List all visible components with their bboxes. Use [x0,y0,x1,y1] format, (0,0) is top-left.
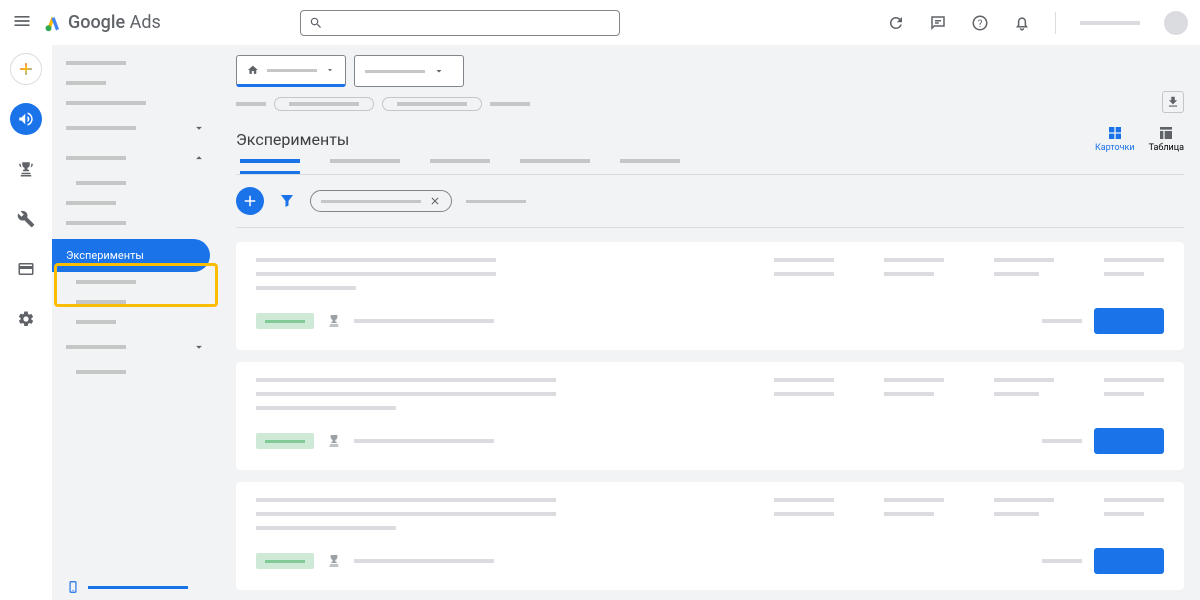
separator [1055,12,1056,34]
tab[interactable] [240,159,300,174]
logo[interactable]: Google Ads [44,12,161,33]
page-title: Эксперименты [236,130,349,149]
trophy-icon [326,433,342,449]
ads-logo-icon [44,14,62,32]
view-label: Таблица [1149,143,1184,153]
experiment-card[interactable] [236,242,1184,350]
sidebar-item-expandable[interactable] [52,143,220,173]
trophy-icon [326,553,342,569]
header-actions: ? [887,11,1188,35]
chat-icon[interactable] [929,14,947,32]
filter-icon[interactable] [278,192,296,210]
sidebar-subitem[interactable] [52,362,220,382]
sidebar-item[interactable] [52,93,220,113]
action-button[interactable] [1094,428,1164,454]
sidebar-item[interactable] [52,53,220,73]
status-badge [256,313,314,329]
tab[interactable] [520,159,590,174]
main-content: Эксперименты Карточки Таблица [220,45,1200,600]
close-icon[interactable] [429,195,441,207]
tabs [236,159,1184,175]
rail-goals[interactable] [10,153,42,185]
sidebar-item[interactable] [52,193,220,213]
device-icon [66,580,80,594]
dropdown-icon [325,64,335,76]
account-label [1080,21,1140,25]
campaign-select[interactable] [354,55,464,87]
search-wrap [300,10,620,36]
sidebar: Эксперименты [52,45,220,600]
help-icon[interactable]: ? [971,14,989,32]
view-label: Карточки [1095,143,1135,153]
logo-text: Google Ads [68,12,161,33]
chevron-up-icon [192,151,206,165]
rail-settings[interactable] [10,303,42,335]
sidebar-item-expandable[interactable] [52,332,220,362]
chevron-down-icon [192,340,206,354]
rail-tools[interactable] [10,203,42,235]
sidebar-item-label: Эксперименты [66,249,144,262]
table-icon [1158,125,1174,141]
action-button[interactable] [1094,308,1164,334]
sidebar-subitem[interactable] [52,272,220,292]
sidebar-item[interactable] [52,73,220,93]
experiment-card[interactable] [236,482,1184,590]
experiment-card[interactable] [236,362,1184,470]
sidebar-subitem[interactable] [52,173,220,193]
nav-rail [0,45,52,600]
filter-bar [236,187,1184,228]
view-toggle: Карточки Таблица [1095,125,1184,153]
view-table[interactable]: Таблица [1149,125,1184,153]
status-badge [256,553,314,569]
home-icon [247,63,259,77]
scope-selectors [236,55,1184,87]
experiment-cards [236,242,1184,590]
sidebar-subitem[interactable] [52,292,220,312]
avatar[interactable] [1164,11,1188,35]
trophy-icon [326,313,342,329]
bell-icon[interactable] [1013,14,1031,32]
dropdown-icon [433,65,445,77]
search-input[interactable] [300,10,620,36]
add-experiment-button[interactable] [236,187,264,215]
rail-campaigns[interactable] [10,103,42,135]
tab[interactable] [620,159,680,174]
view-cards[interactable]: Карточки [1095,125,1135,153]
tab[interactable] [330,159,400,174]
chevron-down-icon [192,121,206,135]
action-button[interactable] [1094,548,1164,574]
tab[interactable] [430,159,490,174]
rail-billing[interactable] [10,253,42,285]
add-filter[interactable] [466,200,526,203]
download-button[interactable] [1162,91,1184,113]
menu-icon[interactable] [12,11,32,35]
breadcrumb-chip[interactable] [274,97,374,111]
breadcrumb-chip[interactable] [382,97,482,111]
cards-icon [1107,125,1123,141]
sidebar-item-expandable[interactable] [52,113,220,143]
svg-text:?: ? [978,18,983,29]
header: Google Ads ? [0,0,1200,45]
search-icon [309,16,323,30]
sidebar-item[interactable] [52,213,220,233]
status-badge [256,433,314,449]
filter-chip[interactable] [310,190,452,212]
sidebar-subitem[interactable] [52,312,220,332]
refresh-icon[interactable] [887,14,905,32]
sidebar-footer[interactable] [66,580,188,594]
breadcrumb [236,97,1184,111]
account-select[interactable] [236,55,346,87]
sidebar-item-experiments[interactable]: Эксперименты [52,239,210,272]
create-button[interactable] [10,53,42,85]
